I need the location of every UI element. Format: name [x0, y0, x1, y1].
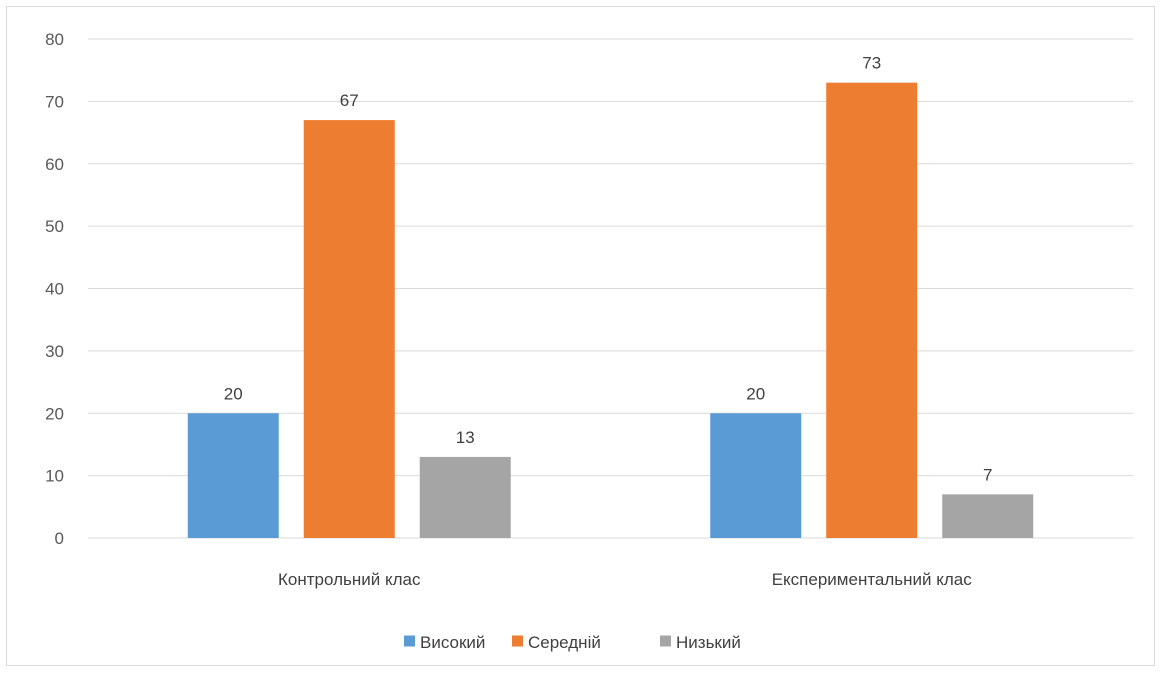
chart-area	[6, 6, 1155, 666]
data-label: 67	[340, 91, 359, 110]
data-label: 20	[746, 384, 765, 403]
x-axis-categories: Контрольний клас Експериментальний клас	[278, 570, 972, 589]
legend-swatch	[512, 635, 523, 647]
y-tick-label: 20	[45, 404, 64, 423]
bar	[826, 82, 918, 538]
y-tick-label: 40	[45, 280, 64, 299]
bar	[303, 120, 395, 539]
y-tick-label: 70	[45, 92, 64, 111]
bar	[942, 494, 1034, 538]
bar	[419, 456, 511, 538]
bars	[187, 82, 1034, 539]
legend-label: Низький	[676, 633, 741, 652]
x-category-label: Контрольний клас	[278, 570, 421, 589]
y-tick-label: 60	[45, 155, 64, 174]
y-tick-label: 10	[45, 467, 64, 486]
data-label: 13	[456, 428, 475, 447]
legend-label: Високий	[420, 633, 485, 652]
y-tick-label: 50	[45, 217, 64, 236]
legend-label: Середній	[528, 633, 601, 652]
y-tick-label: 30	[45, 342, 64, 361]
bar	[187, 413, 279, 538]
legend-swatch	[660, 635, 671, 647]
y-tick-label: 0	[55, 529, 64, 548]
data-label: 73	[862, 54, 881, 73]
data-labels: 20 67 13 20 73 7	[224, 54, 993, 485]
y-tick-label: 80	[45, 30, 64, 49]
data-label: 7	[983, 465, 992, 484]
x-category-label: Експериментальний клас	[772, 570, 973, 589]
y-axis-ticks: 0 10 20 30 40 50 60 70 80	[45, 30, 64, 548]
legend: Високий Середній Низький	[404, 633, 741, 652]
bar	[710, 413, 802, 538]
data-label: 20	[224, 384, 243, 403]
legend-swatch	[404, 635, 415, 647]
